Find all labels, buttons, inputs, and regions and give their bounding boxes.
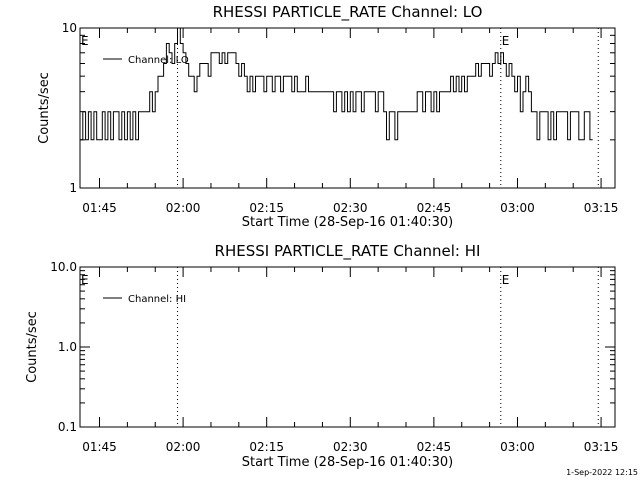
event-marker: E <box>81 273 89 287</box>
y-tick-label: 10 <box>62 21 77 35</box>
x-tick-label: 02:00 <box>166 440 201 454</box>
chart-title: RHESSI PARTICLE_RATE Channel: HI <box>215 242 481 261</box>
x-tick-label: 03:15 <box>584 201 619 215</box>
y-tick-label: 1.0 <box>58 340 77 354</box>
panel-hi: RHESSI PARTICLE_RATE Channel: HI 0.1 1.0 10… <box>25 242 618 470</box>
event-marker: E <box>502 34 510 48</box>
x-tick-label: 01:45 <box>82 201 117 215</box>
y-tick-label: 0.1 <box>58 420 77 434</box>
x-tick-label: 02:30 <box>333 440 368 454</box>
y-tick-label: 10.0 <box>50 260 77 274</box>
series-line <box>80 27 593 141</box>
x-tick-label: 02:45 <box>417 440 452 454</box>
x-tick-label: 02:00 <box>166 201 201 215</box>
x-tick-label: 02:15 <box>249 201 284 215</box>
y-axis-label: Counts/sec <box>25 311 40 383</box>
plot-frame <box>79 266 616 428</box>
x-tick-label: 03:15 <box>584 440 619 454</box>
legend-label: Channel: HI <box>128 294 186 305</box>
plot-frame <box>79 27 616 189</box>
event-marker: E <box>502 273 510 287</box>
chart-title: RHESSI PARTICLE_RATE Channel: LO <box>213 3 483 22</box>
x-axis-label: Start Time (28-Sep-16 01:40:30) <box>242 215 453 230</box>
x-tick-label: 03:00 <box>500 201 535 215</box>
x-tick-label: 01:45 <box>82 440 117 454</box>
event-marker: E <box>81 34 89 48</box>
y-tick-label: 1 <box>69 181 77 195</box>
y-axis-label: Counts/sec <box>37 72 52 144</box>
panel-lo: RHESSI PARTICLE_RATE Channel: LO 1 10 01:45… <box>37 3 618 230</box>
legend-label: Channel: LO <box>128 55 189 66</box>
x-tick-label: 03:00 <box>500 440 535 454</box>
x-tick-label: 02:45 <box>417 201 452 215</box>
footer-timestamp: 1-Sep-2022 12:15 <box>566 468 638 477</box>
x-tick-label: 02:30 <box>333 201 368 215</box>
x-axis-label: Start Time (28-Sep-16 01:40:30) <box>242 455 453 470</box>
x-tick-label: 02:15 <box>249 440 284 454</box>
